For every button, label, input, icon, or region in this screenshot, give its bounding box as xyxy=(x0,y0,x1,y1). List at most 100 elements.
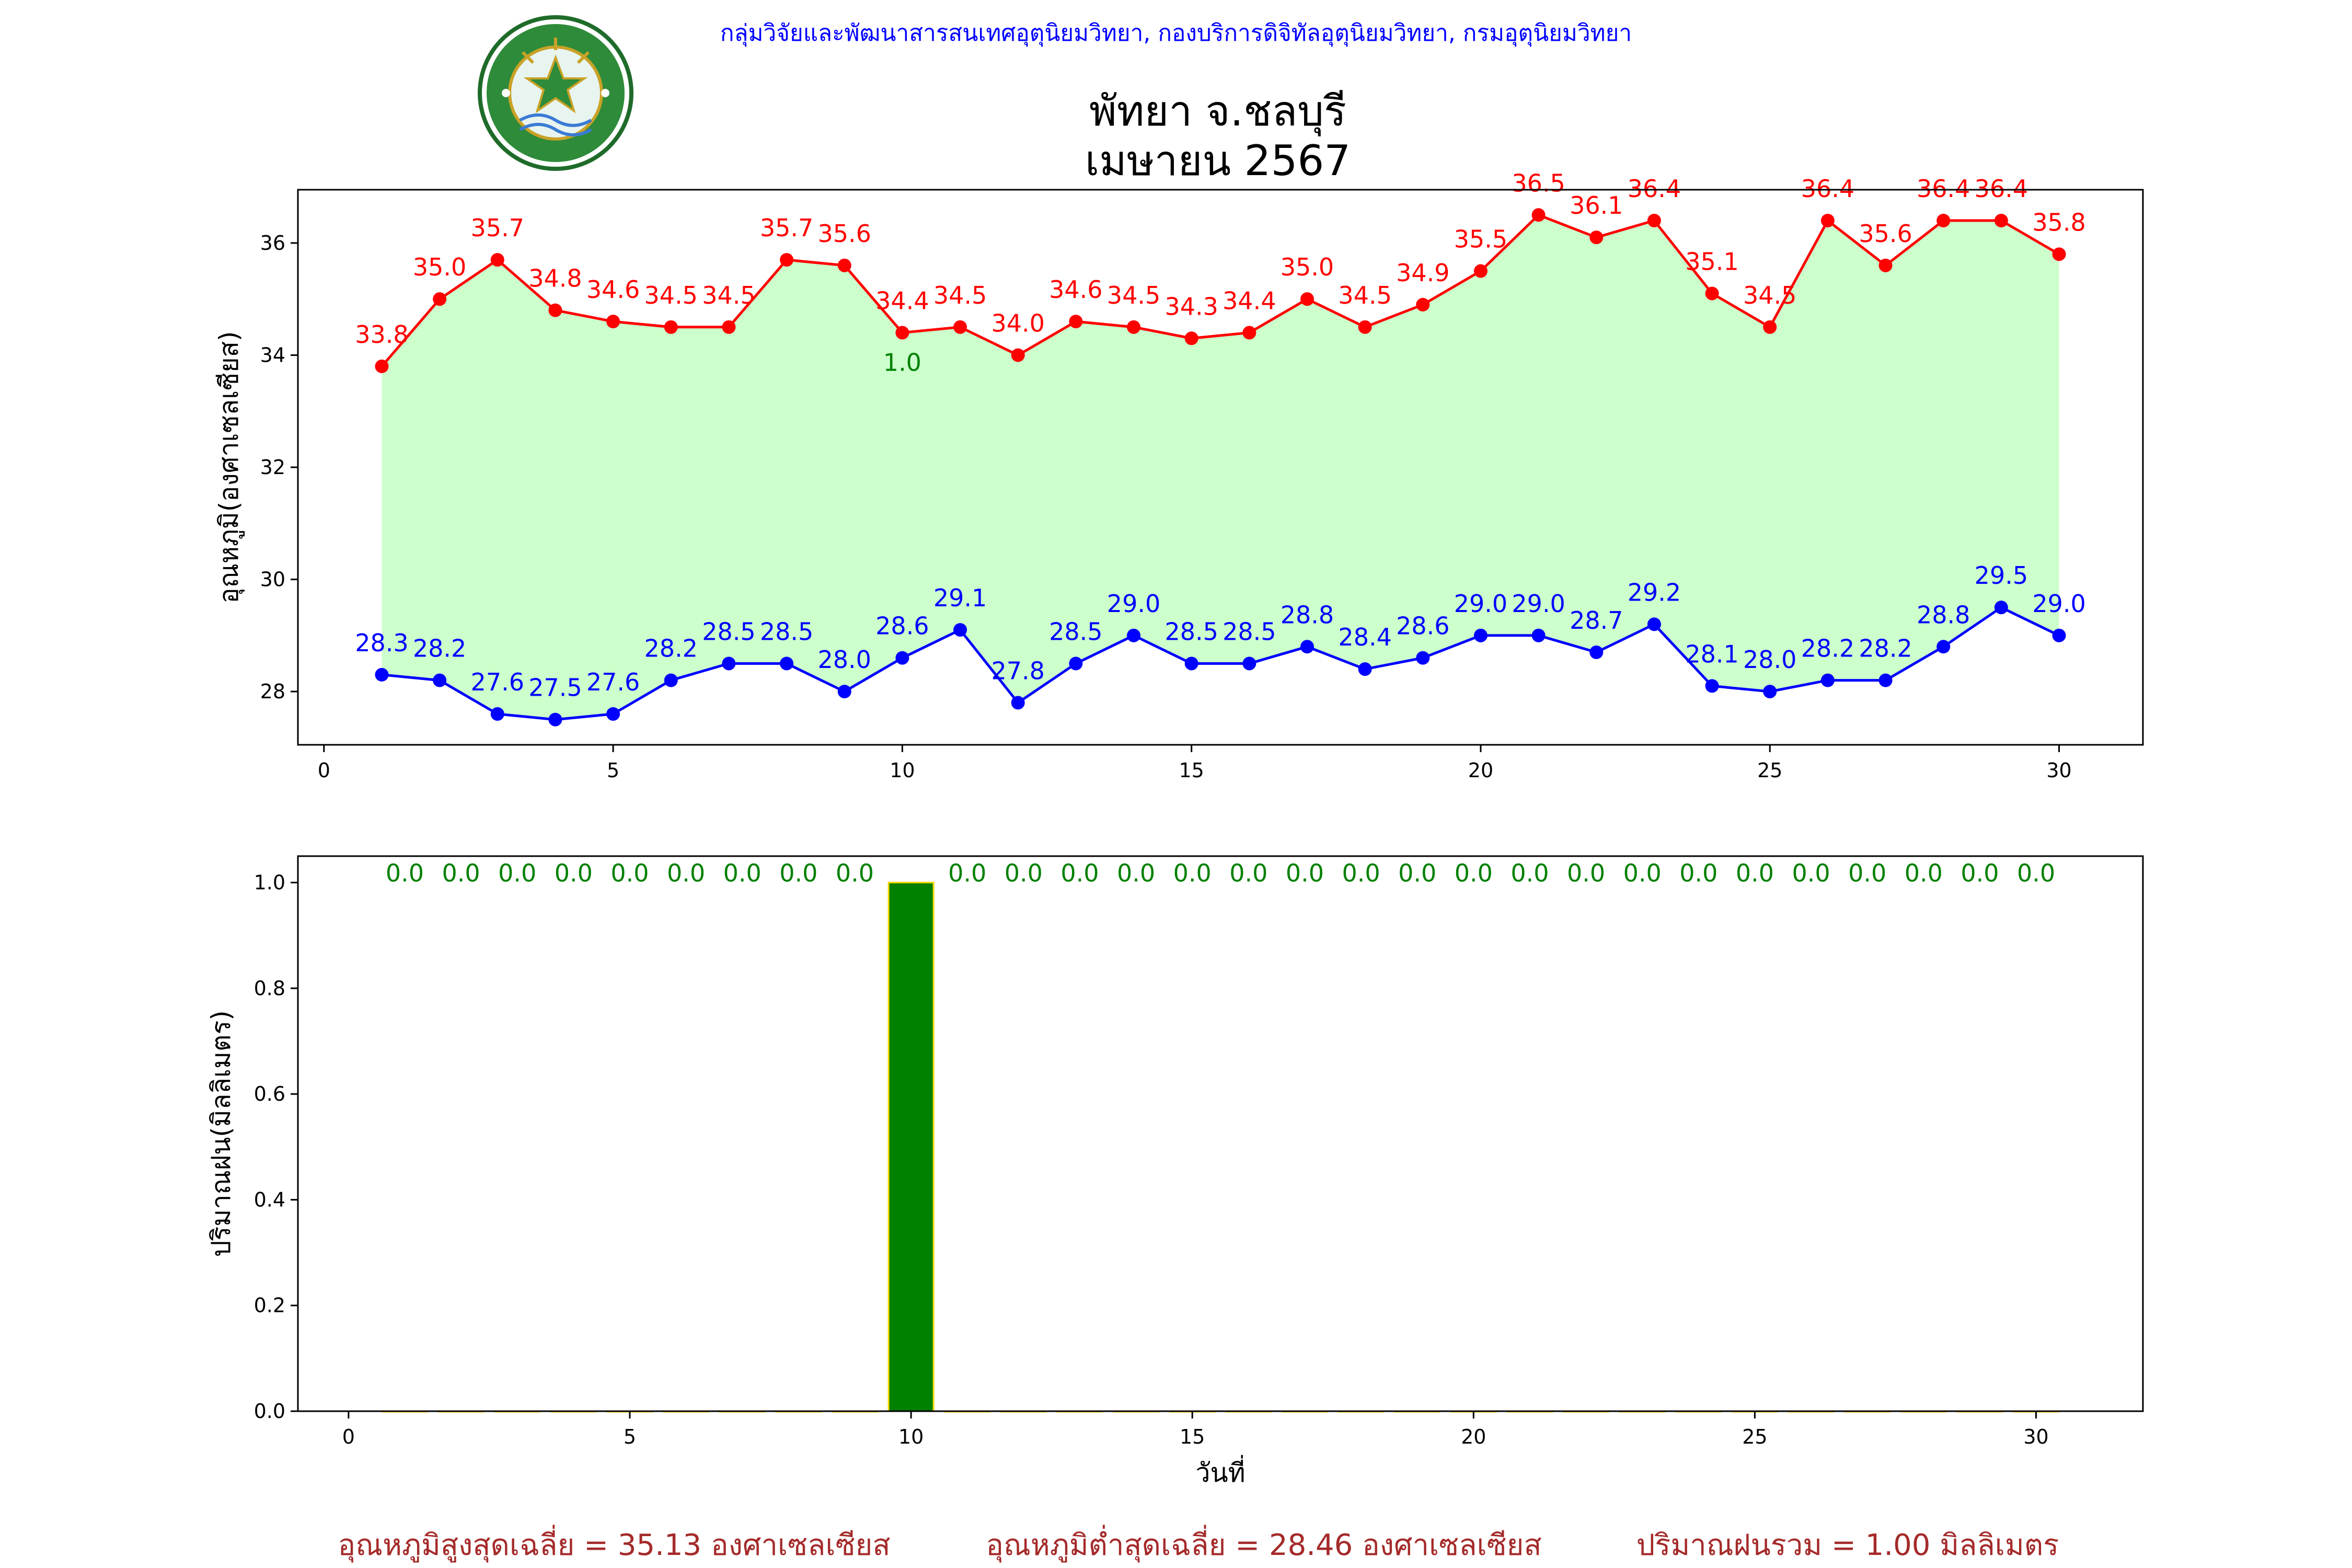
max-temperature-point xyxy=(780,253,794,267)
min-temperature-label: 29.2 xyxy=(1628,578,1681,606)
rainfall-data-label: 0.0 xyxy=(1286,859,1324,887)
max-temperature-label: 34.3 xyxy=(1165,292,1218,320)
max-temperature-label: 34.5 xyxy=(1338,281,1391,309)
min-temperature-point xyxy=(490,707,504,721)
rainfall-x-tick-label: 20 xyxy=(1461,1425,1486,1448)
max-temperature-point xyxy=(375,359,389,373)
min-temperature-label: 28.6 xyxy=(875,612,929,640)
temperature-y-tick-label: 28 xyxy=(260,680,285,703)
min-temperature-point xyxy=(1936,640,1951,654)
temperature-band xyxy=(382,215,2059,720)
max-temperature-label: 34.0 xyxy=(991,309,1044,337)
rainfall-y-tick-label: 0.6 xyxy=(254,1082,285,1105)
rainfall-data-label: 0.0 xyxy=(1173,859,1212,887)
min-temperature-label: 28.2 xyxy=(1859,635,1912,663)
rainfall-data-label: 0.0 xyxy=(1398,859,1436,887)
rainfall-y-tick-label: 0.2 xyxy=(254,1294,285,1317)
rain-annotation-label: 1.0 xyxy=(883,348,921,376)
min-temperature-label: 28.7 xyxy=(1570,606,1623,635)
min-temperature-point xyxy=(1473,628,1488,642)
rainfall-data-label: 0.0 xyxy=(1623,859,1662,887)
min-temperature-point xyxy=(837,685,851,699)
rainfall-y-axis-label: ปริมาณฝน(มิลลิเมตร) xyxy=(206,1010,236,1257)
min-temperature-point xyxy=(1647,617,1661,631)
min-temperature-label: 29.0 xyxy=(1107,590,1160,618)
temperature-x-tick-label: 15 xyxy=(1179,759,1204,782)
max-temperature-label: 34.6 xyxy=(1049,275,1102,304)
min-temperature-label: 28.5 xyxy=(1049,617,1102,645)
min-temperature-label: 29.0 xyxy=(1512,590,1565,618)
max-temperature-label: 35.1 xyxy=(1685,247,1738,275)
max-temperature-label: 34.5 xyxy=(1107,281,1160,309)
min-temperature-label: 28.0 xyxy=(1743,645,1796,674)
rainfall-data-label: 0.0 xyxy=(779,859,817,887)
rainfall-data-label: 0.0 xyxy=(1511,859,1549,887)
max-temperature-label: 34.5 xyxy=(644,281,698,309)
meteorological-department-logo xyxy=(478,15,633,171)
max-temperature-point xyxy=(548,303,562,317)
min-temperature-label: 28.2 xyxy=(413,635,466,663)
summary-total-rain: ปริมาณฝนรวม = 1.00 มิลลิเมตร xyxy=(1636,1528,2059,1562)
min-temperature-point xyxy=(548,712,562,727)
rainfall-y-tick-label: 1.0 xyxy=(254,871,285,894)
max-temperature-label: 34.5 xyxy=(702,281,755,309)
temperature-x-ticks: 0 5 10 15 20 25 30 xyxy=(318,745,2072,782)
min-temperature-point xyxy=(1763,685,1777,699)
rainfall-data-label: 0.0 xyxy=(1679,859,1717,887)
chart-title-line-2: เมษายน 2567 xyxy=(1085,136,1351,185)
max-temperature-label: 34.4 xyxy=(875,287,929,315)
min-temperature-point xyxy=(1820,673,1835,687)
min-temperature-label: 28.5 xyxy=(1223,617,1276,645)
max-temperature-label: 34.8 xyxy=(528,264,582,293)
rainfall-data-label: 0.0 xyxy=(1792,859,1830,887)
rainfall-data-label: 0.0 xyxy=(1005,859,1043,887)
rainfall-y-tick-label: 0.0 xyxy=(254,1400,285,1423)
min-temperature-label: 29.1 xyxy=(933,584,987,612)
rainfall-data-label: 0.0 xyxy=(1229,859,1267,887)
rainfall-data-label: 0.0 xyxy=(836,859,874,887)
min-temperature-point xyxy=(1358,662,1372,676)
temperature-y-tick-label: 32 xyxy=(260,456,285,479)
max-temperature-point xyxy=(490,253,504,267)
max-temperature-label: 36.5 xyxy=(1512,169,1565,197)
rainfall-bar xyxy=(887,882,935,1412)
max-temperature-point xyxy=(1011,348,1025,362)
max-temperature-point xyxy=(1069,315,1083,329)
max-temperature-label: 36.4 xyxy=(1628,175,1681,203)
max-temperature-label: 34.4 xyxy=(1223,287,1276,315)
max-temperature-label: 36.4 xyxy=(1917,175,1970,203)
rainfall-x-axis-label: วันที่ xyxy=(1195,1455,1245,1488)
min-temperature-point xyxy=(780,656,794,671)
max-temperature-point xyxy=(2052,247,2066,261)
temperature-x-tick-label: 30 xyxy=(2046,759,2071,782)
min-temperature-point xyxy=(1184,656,1198,671)
temperature-data-labels: 33.8 28.3 35.0 28.2 35.7 27.6 34.8 27.5 34.6 27.6… xyxy=(355,169,2086,701)
min-temperature-label: 28.2 xyxy=(644,635,698,663)
rainfall-data-label: 0.0 xyxy=(1905,859,1943,887)
temperature-x-tick-label: 25 xyxy=(1757,759,1782,782)
rainfall-data-label: 0.0 xyxy=(442,859,480,887)
temperature-panel: 33.8 28.3 35.0 28.2 35.7 27.6 34.8 27.5 34.6 27.6… xyxy=(214,169,2144,782)
max-temperature-label: 35.6 xyxy=(818,220,871,248)
min-temperature-point xyxy=(1589,645,1604,659)
max-temperature-point xyxy=(1936,214,1951,227)
min-temperature-point xyxy=(433,673,447,687)
min-temperature-point xyxy=(1878,673,1893,687)
min-temperature-point xyxy=(2052,628,2066,642)
max-temperature-label: 36.1 xyxy=(1570,191,1623,220)
max-temperature-label: 34.9 xyxy=(1396,259,1449,287)
max-temperature-line xyxy=(381,213,2060,367)
max-temperature-point xyxy=(895,326,909,340)
min-temperature-label: 29.5 xyxy=(1975,561,2028,590)
rainfall-data-label: 0.0 xyxy=(555,859,593,887)
rainfall-y-tick-label: 0.4 xyxy=(254,1188,285,1211)
max-temperature-point xyxy=(1820,214,1835,227)
rainfall-x-tick-label: 15 xyxy=(1180,1425,1205,1448)
rainfall-axes-frame xyxy=(297,855,2144,1412)
temperature-x-tick-label: 10 xyxy=(890,759,915,782)
min-temperature-label: 28.4 xyxy=(1338,623,1391,651)
temperature-x-tick-label: 5 xyxy=(607,759,619,782)
min-temperature-point xyxy=(953,623,967,637)
min-temperature-label: 27.5 xyxy=(528,674,582,702)
